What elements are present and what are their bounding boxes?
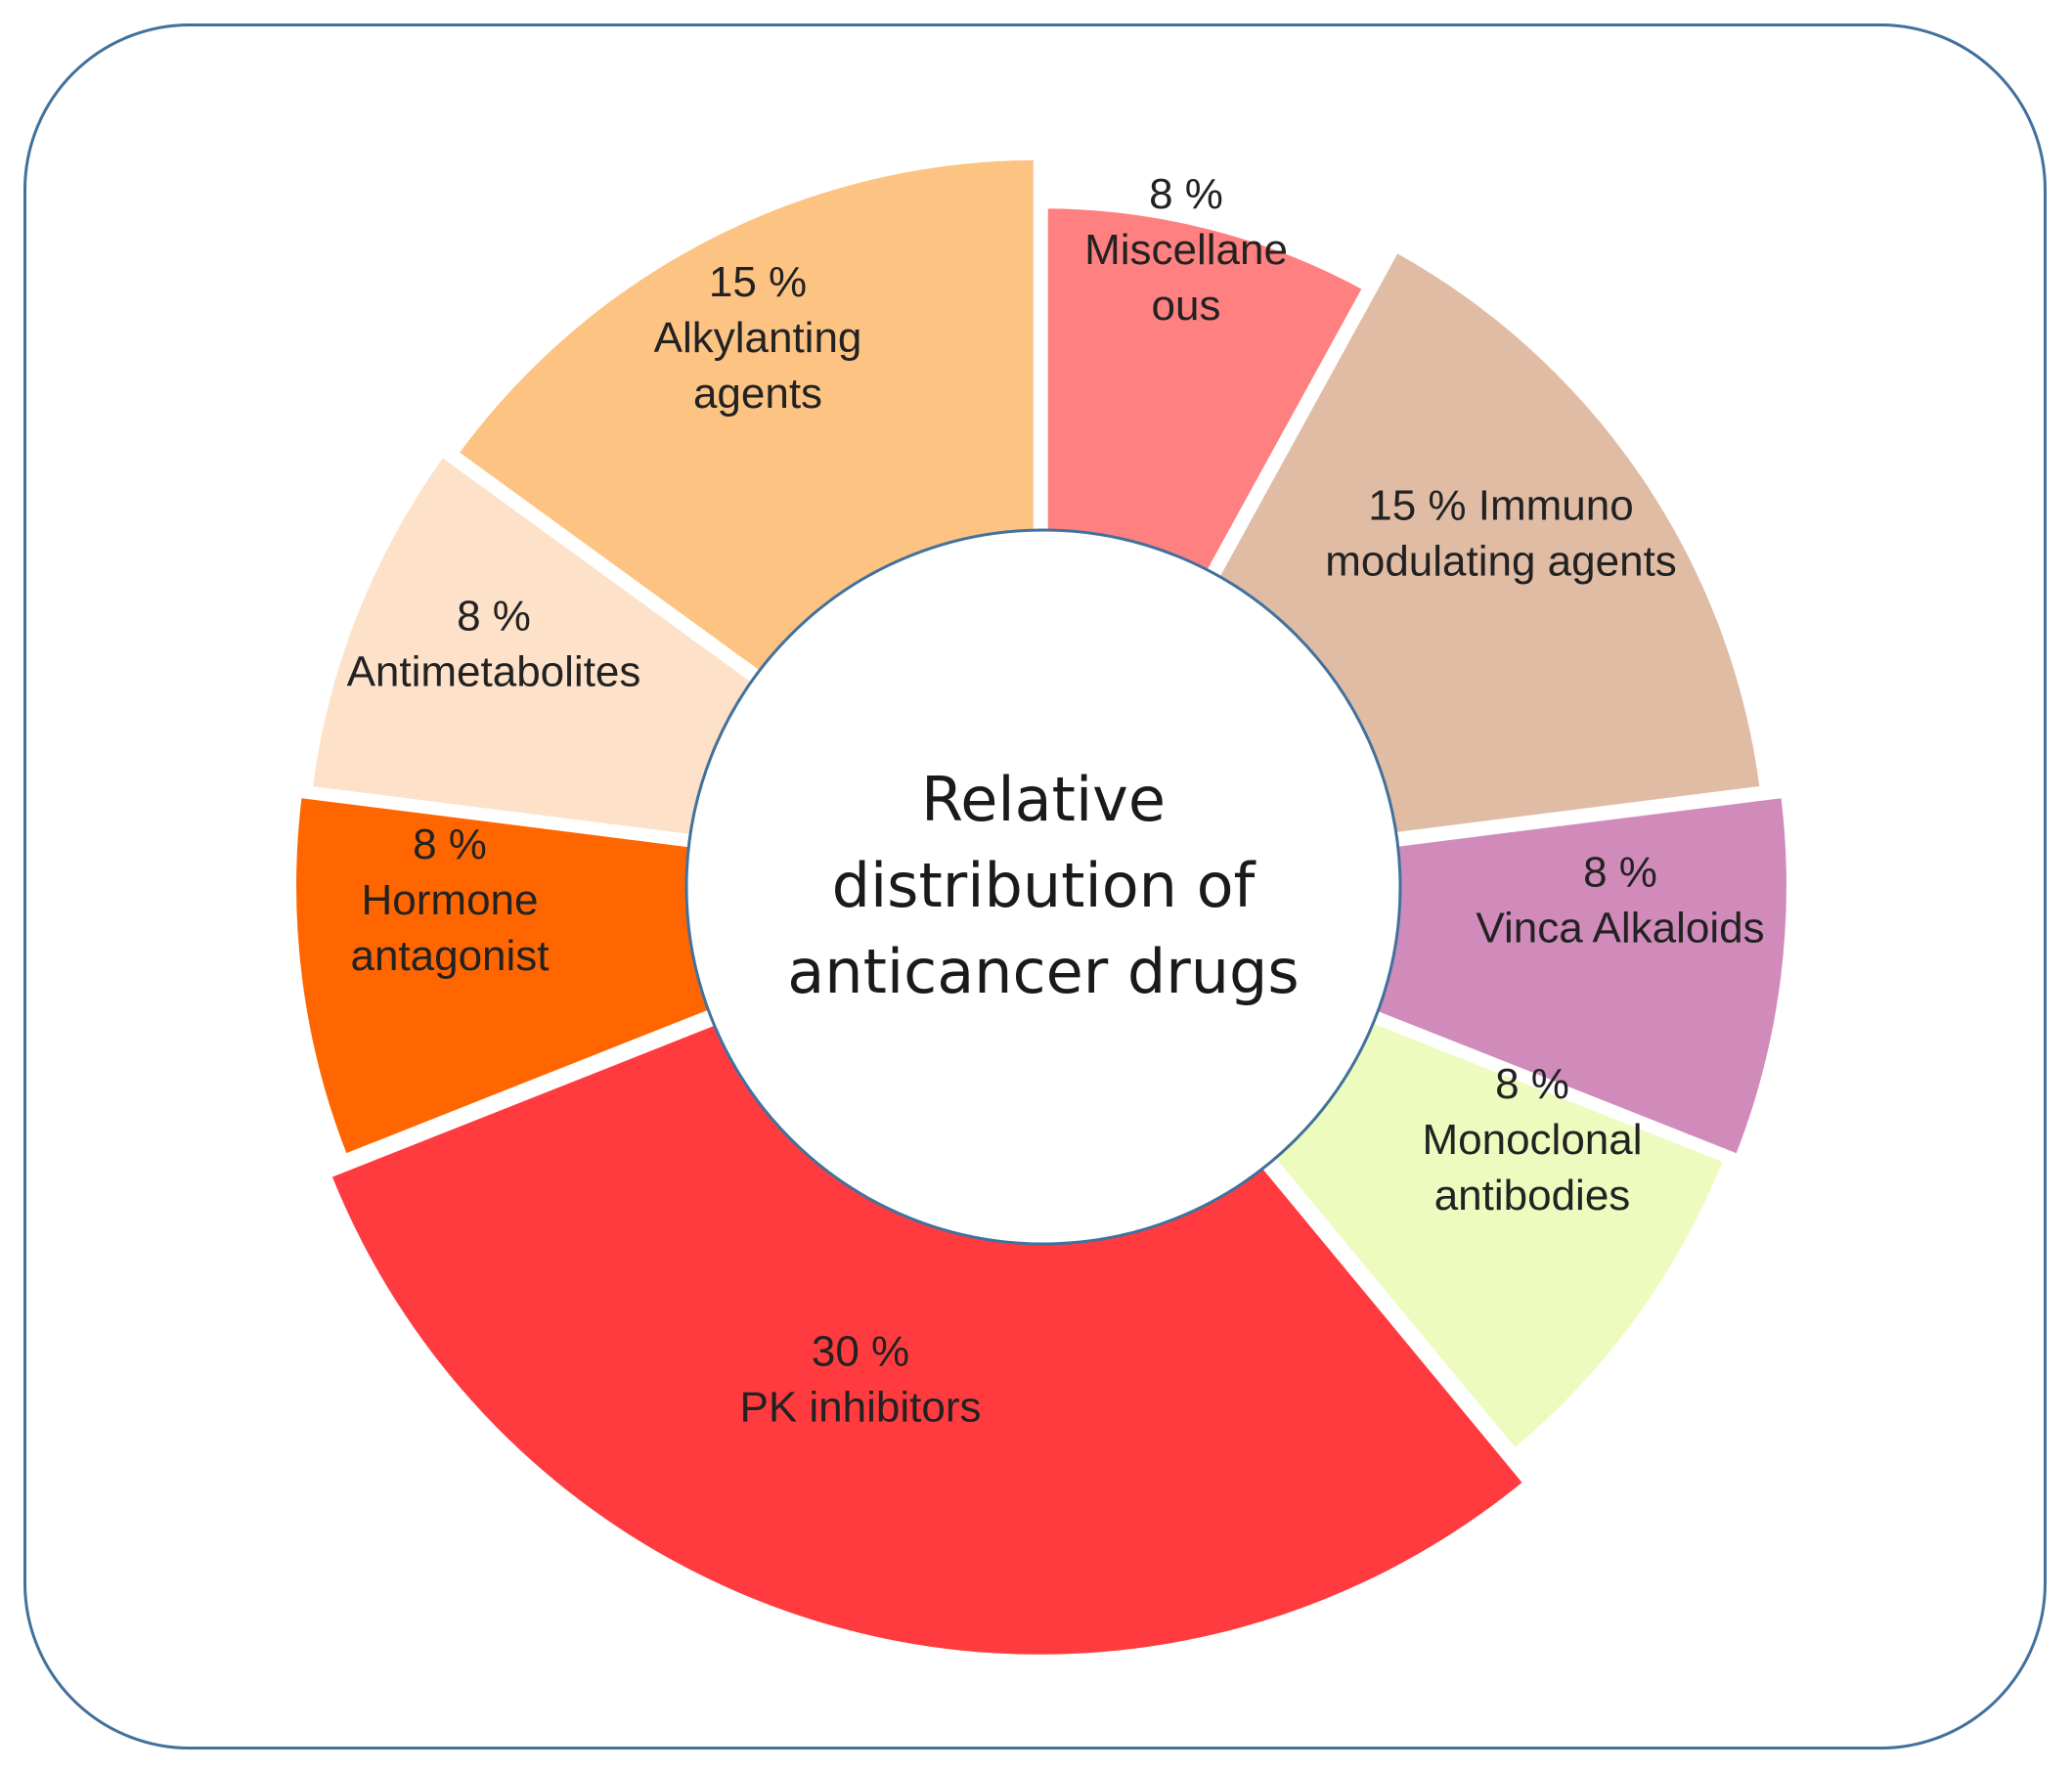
slice-label-vinca-alkaloids: 8 % Vinca Alkaloids <box>1476 849 1764 953</box>
center-title: Relative distribution of anticancer drugs <box>787 764 1299 1007</box>
slice-label-miscellaneous: 8 % Miscellane ous <box>1084 170 1288 330</box>
donut-hole <box>684 528 1402 1246</box>
slice-label-monoclonal-antibodies: 8 % Monoclonal antibodies <box>1422 1060 1642 1219</box>
center-title-text: Relative distribution of anticancer drugs <box>787 764 1299 1007</box>
slice-label-pk-inhibitors: 30 % PK inhibitors <box>739 1328 981 1432</box>
slice-labels: 8 % Miscellane ous 15 % Immuno modulating ag… <box>347 170 1765 1432</box>
slice-label-hormone-antagonist: 8 % Hormone antagonist <box>350 820 549 980</box>
slice-label-antimetabolites: 8 % Antimetabolites <box>347 593 641 696</box>
slice-label-alkylanting-agents: 15 % Alkylanting agents <box>654 258 862 418</box>
slice-label-immuno-modulating-agents: 15 % Immuno modulating agents <box>1325 482 1677 586</box>
donut-slices <box>287 150 1796 1664</box>
